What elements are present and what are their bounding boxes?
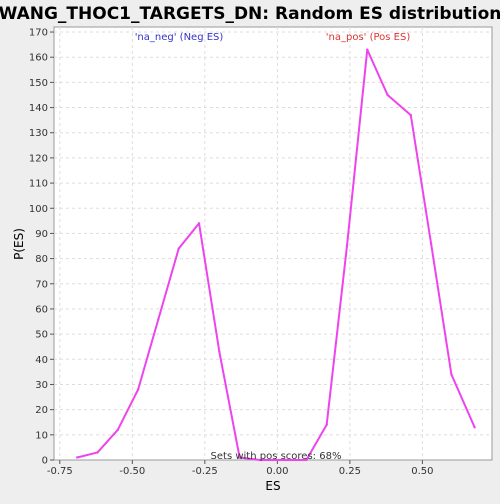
data-point [238, 456, 241, 459]
x-axis-label: ES [265, 479, 280, 493]
y-tick-label: 130 [29, 128, 48, 139]
data-point [386, 93, 389, 97]
data-point [429, 242, 433, 245]
legend-neg-es: 'na_neg' (Neg ES) [135, 32, 224, 43]
x-tick-label: 0.00 [266, 466, 288, 477]
series-layer [76, 48, 476, 462]
y-tick-label: 150 [29, 78, 48, 89]
x-tick-label: 0.50 [411, 466, 433, 477]
y-tick-label: 90 [35, 229, 48, 240]
y-tick-label: 10 [35, 430, 48, 441]
x-tick-label: 0.25 [339, 466, 361, 477]
grid-lines [54, 27, 492, 460]
plot-area [53, 26, 493, 461]
x-tick-label: -0.75 [47, 466, 73, 477]
data-point [473, 426, 476, 429]
chart-title: WANG_THOC1_TARGETS_DN: Random ES distrib… [0, 4, 500, 24]
data-point [284, 458, 288, 462]
data-point [76, 456, 79, 459]
y-tick-label: 170 [29, 28, 48, 39]
legend-pos-es: 'na_pos' (Pos ES) [326, 32, 411, 43]
data-point [218, 350, 221, 353]
axes: 0 10 20 30 40 50 60 70 80 90 100 110 120 130 140 150 160… [29, 28, 434, 477]
y-tick-label: 80 [35, 254, 48, 265]
y-tick-label: 140 [29, 103, 48, 114]
y-tick-label: 0 [42, 456, 48, 467]
data-point [116, 428, 120, 431]
data-point [305, 458, 308, 462]
x-tick-label: -0.25 [192, 466, 218, 477]
data-point [177, 247, 180, 250]
data-point [409, 113, 412, 117]
y-tick-label: 50 [35, 330, 48, 341]
data-point [345, 244, 349, 248]
data-point [96, 451, 99, 454]
pos-scores-annotation: Sets with pos scores: 68% [211, 451, 342, 462]
y-tick-label: 30 [35, 380, 48, 391]
data-point [366, 48, 369, 51]
data-point [157, 317, 160, 321]
y-tick-label: 160 [29, 53, 48, 64]
y-axis-label: P(ES) [12, 228, 26, 260]
series-line [76, 48, 476, 461]
y-tick-label: 20 [35, 405, 48, 416]
data-point [258, 458, 262, 462]
y-tick-label: 120 [29, 153, 48, 164]
data-point [136, 388, 140, 391]
data-point [197, 222, 201, 225]
x-tick-label: -0.50 [119, 466, 145, 477]
y-tick-label: 100 [29, 204, 48, 215]
y-tick-label: 60 [35, 304, 48, 315]
y-tick-label: 40 [35, 355, 48, 366]
data-point [450, 373, 453, 376]
data-point [325, 423, 328, 426]
y-tick-label: 110 [29, 179, 48, 190]
y-tick-label: 70 [35, 279, 48, 290]
